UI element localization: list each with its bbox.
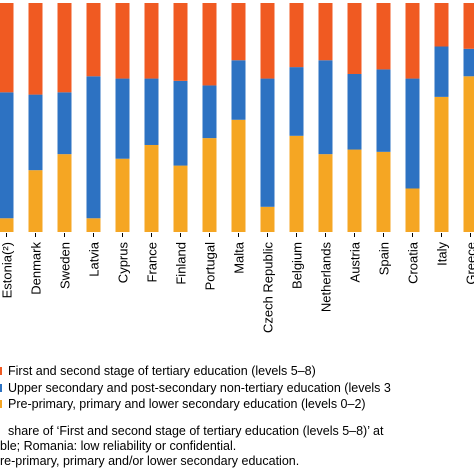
bar-segment-0-2: [0, 3, 14, 93]
bar-segment-15-2: [434, 3, 449, 47]
bar-segment-3-1: [86, 76, 101, 219]
x-tick-label: Sweden: [58, 242, 73, 289]
bar-segment-10-1: [289, 67, 304, 136]
footnote-line-3: re-primary, primary and/or lower seconda…: [0, 454, 300, 468]
bar-segment-2-2: [57, 3, 72, 93]
bar-segment-4-2: [115, 3, 130, 79]
bar-segment-16-2: [463, 3, 474, 49]
x-tick-label: Italy: [435, 242, 450, 266]
legend-item-upper-secondary: Upper secondary and post-secondary non-t…: [0, 380, 474, 397]
bar-segment-6-0: [173, 165, 188, 232]
x-tick-label: Czech Republic: [261, 242, 276, 334]
bar-segment-7-2: [202, 3, 217, 86]
bar-group: [0, 3, 474, 232]
bar-segment-6-1: [173, 80, 188, 166]
legend: First and second stage of tertiary educa…: [0, 363, 474, 413]
bar-segment-10-0: [289, 135, 304, 232]
legend-item-tertiary: First and second stage of tertiary educa…: [0, 363, 474, 380]
legend-swatch-pre-primary: [0, 400, 2, 408]
bar-segment-14-0: [405, 188, 420, 232]
x-tick-label: Belgium: [290, 242, 305, 289]
bar-segment-7-0: [202, 138, 217, 232]
bar-segment-9-0: [260, 206, 275, 232]
x-tick-label: Spain: [377, 242, 392, 275]
bar-segment-1-1: [28, 94, 43, 171]
bar-segment-3-2: [86, 3, 101, 77]
x-tick-label: Malta: [232, 241, 247, 274]
bar-segment-5-0: [144, 144, 159, 232]
bar-segment-10-2: [289, 3, 304, 68]
bar-segment-12-2: [347, 3, 362, 74]
legend-label-pre-primary: Pre-primary, primary and lower secondary…: [8, 397, 366, 411]
x-tick-label: Estonia(²): [0, 242, 15, 298]
bar-segment-14-2: [405, 3, 420, 79]
bar-segment-2-0: [57, 154, 72, 232]
footnote-line-1: share of ‘First and second stage of tert…: [8, 424, 384, 438]
bar-segment-13-0: [376, 151, 391, 232]
x-tick-label: Cyprus: [116, 242, 131, 284]
x-tick-label: Denmark: [29, 242, 44, 295]
bar-segment-0-1: [0, 92, 14, 219]
bar-segment-13-1: [376, 69, 391, 152]
bar-segment-16-0: [463, 76, 474, 232]
x-tick-label: Portugal: [203, 242, 218, 291]
x-tick-label: Greece: [464, 242, 474, 285]
footnote-line-2: ble; Romania: low reliability or confide…: [0, 439, 237, 453]
bar-segment-16-1: [463, 48, 474, 77]
bar-segment-7-1: [202, 85, 217, 139]
bar-segment-11-0: [318, 154, 333, 232]
x-tick-label: Finland: [174, 242, 189, 285]
bar-segment-8-1: [231, 60, 246, 120]
bar-segment-1-2: [28, 3, 43, 95]
bar-segment-12-0: [347, 149, 362, 232]
bar-segment-9-2: [260, 3, 275, 79]
bar-segment-11-1: [318, 60, 333, 155]
x-tick-label: Latvia: [87, 241, 102, 276]
bar-segment-5-2: [144, 3, 159, 79]
footnotes: share of ‘First and second stage of tert…: [0, 424, 474, 469]
bar-segment-13-2: [376, 3, 391, 70]
x-tick-label: Netherlands: [319, 242, 334, 313]
bar-segment-8-0: [231, 119, 246, 232]
x-tick-labels: Estonia(²) Denmark Sweden Latvia Cyprus Franc…: [0, 233, 474, 333]
bar-segment-8-2: [231, 3, 246, 61]
bar-segment-15-1: [434, 46, 449, 97]
stacked-bar-chart: Estonia(²) Denmark Sweden Latvia Cyprus Franc…: [0, 3, 474, 333]
bar-segment-11-2: [318, 3, 333, 61]
legend-label-tertiary: First and second stage of tertiary educa…: [8, 364, 316, 378]
bar-segment-6-2: [173, 3, 188, 81]
bar-segment-0-0: [0, 218, 14, 232]
x-tick-label: France: [145, 242, 160, 282]
legend-item-pre-primary: Pre-primary, primary and lower secondary…: [0, 396, 474, 413]
bar-segment-4-1: [115, 78, 130, 159]
bar-segment-5-1: [144, 78, 159, 145]
bar-segment-2-1: [57, 92, 72, 155]
bar-segment-1-0: [28, 170, 43, 232]
x-tick-label: Austria: [348, 241, 363, 282]
legend-label-upper-secondary: Upper secondary and post-secondary non-t…: [8, 380, 391, 395]
bar-segment-12-1: [347, 73, 362, 150]
x-tick-label: Croatia: [406, 241, 421, 284]
bar-segment-14-1: [405, 78, 420, 189]
bar-segment-15-0: [434, 96, 449, 232]
legend-swatch-upper-secondary: [0, 383, 2, 392]
bar-segment-4-0: [115, 158, 130, 232]
legend-swatch-tertiary: [0, 367, 2, 375]
bar-segment-3-0: [86, 218, 101, 232]
bar-segment-9-1: [260, 78, 275, 207]
